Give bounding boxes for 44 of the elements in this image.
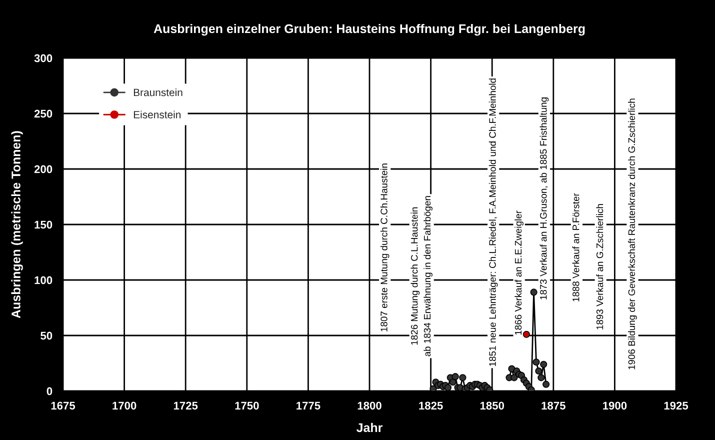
point <box>535 367 542 375</box>
y-tick-label: 50 <box>40 332 52 340</box>
annotation: 1893 Verkauf an G.Zschierlich <box>596 204 604 330</box>
point <box>430 385 437 391</box>
point <box>530 288 538 296</box>
x-tick-label: 1725 <box>174 402 198 410</box>
y-axis-title: Ausbringen (metrische Tonnen) <box>11 131 23 318</box>
annotation: 1826 Mutung durch C.L.Haustein ab 1834 Erwähnung in den Fahrbögen <box>410 196 432 356</box>
annotation: 1866 Verkauf an E.E.Zweigler <box>514 210 524 335</box>
point <box>522 330 530 338</box>
legend-label: Eisenstein <box>134 110 180 118</box>
y-tick-label: 100 <box>34 276 52 284</box>
annotation: 1807 erste Mutung durch C.Ch.Haustein <box>380 164 390 332</box>
annotation: 1888 Verkauf an P.Förster <box>572 193 580 302</box>
x-tick-label: 1875 <box>542 402 566 410</box>
x-tick-label: 1775 <box>296 402 320 410</box>
y-tick-label: 250 <box>34 110 52 118</box>
point <box>532 358 540 366</box>
x-tick-label: 1750 <box>235 402 259 410</box>
x-axis-title: Jahr <box>356 422 383 432</box>
annotation: 1851 neue Lehnträger: Ch.L.Riedel, F.A.Meinhold und Ch.F.Meinhold <box>488 78 498 366</box>
x-tick-label: 1800 <box>358 402 382 410</box>
x-tick-label: 1700 <box>112 402 136 410</box>
point <box>449 378 456 386</box>
y-tick-label: 300 <box>34 54 52 62</box>
x-tick-label: 1825 <box>419 402 443 410</box>
point <box>452 373 459 380</box>
point <box>459 374 466 382</box>
point <box>444 384 452 391</box>
x-tick-label: 1925 <box>664 402 688 410</box>
x-tick-label: 1900 <box>603 402 627 410</box>
annotation: 1906 Bildung der Gewerkschaft Rautenkranz durch G.Zschierlich <box>628 98 637 370</box>
point <box>510 374 518 382</box>
annotation: 1873 Verkauf an H.Gruson, ab 1885 Fristhaltung <box>540 98 549 300</box>
y-tick-label: 150 <box>34 220 52 229</box>
point <box>538 374 545 382</box>
y-tick-label: 200 <box>34 165 52 174</box>
legend-label: Braunstein <box>134 88 182 96</box>
x-tick-label: 1850 <box>480 402 504 410</box>
chart-title: Ausbringen einzelner Gruben: Hausteins Hoffnung Fdgr. bei Langenberg <box>154 24 585 36</box>
point <box>542 380 550 388</box>
x-tick-label: 1675 <box>51 402 76 410</box>
point <box>540 360 548 368</box>
y-tick-label: 0 <box>46 387 52 396</box>
